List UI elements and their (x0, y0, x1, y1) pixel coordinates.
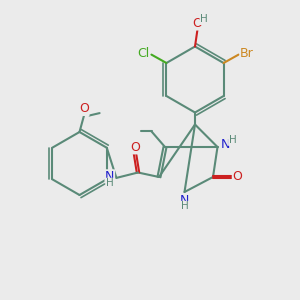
Text: H: H (106, 178, 114, 188)
Text: Cl: Cl (137, 46, 149, 60)
Text: Br: Br (240, 46, 254, 60)
Text: N: N (221, 138, 231, 151)
Text: O: O (233, 170, 242, 184)
Text: H: H (200, 14, 208, 25)
Text: O: O (79, 102, 89, 116)
Text: N: N (105, 170, 115, 183)
Text: H: H (181, 201, 188, 212)
Text: O: O (130, 141, 140, 154)
Text: N: N (180, 194, 189, 207)
Text: O: O (193, 17, 202, 30)
Text: H: H (229, 135, 236, 146)
